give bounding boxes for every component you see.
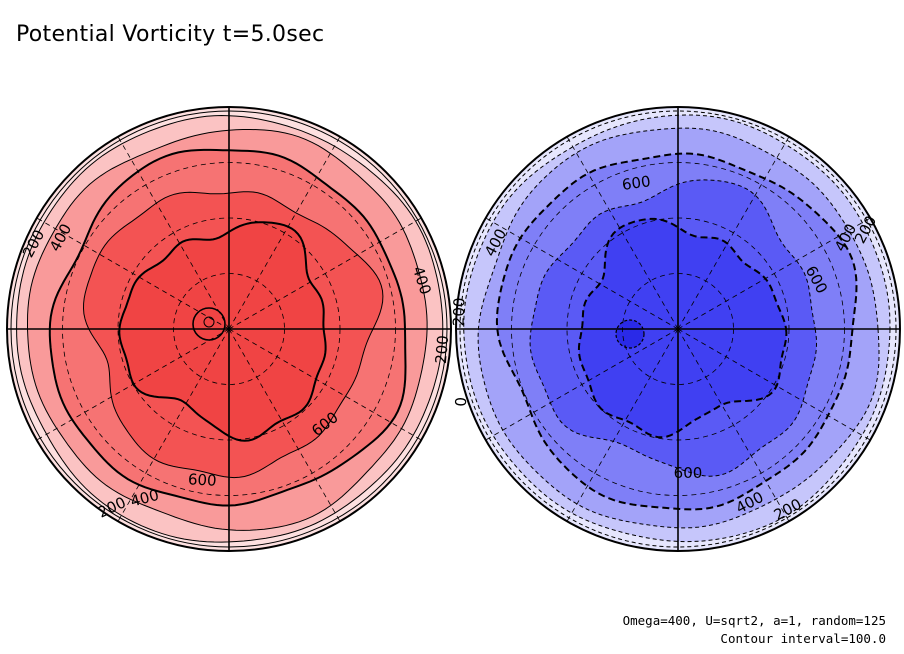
contour-interval-note: Contour interval=100.0 (720, 631, 886, 646)
north-contour-label-5: 600 (187, 470, 217, 489)
north-center-vortex (192, 307, 226, 341)
north-meridian-5 (36, 328, 230, 441)
north-meridian-11 (228, 217, 422, 330)
chart-title: Potential Vorticity t=5.0sec (16, 22, 325, 47)
north-meridian-10 (228, 136, 341, 330)
north-rim-inner (10, 110, 448, 548)
north-meridian-4 (117, 328, 230, 522)
south-contour-5 (577, 217, 788, 439)
south-contour-label-9: 0 (452, 397, 470, 407)
south-meridian-4 (566, 328, 679, 522)
north-meridian-1 (228, 328, 422, 441)
south-meridian-10 (677, 136, 790, 330)
south-contour-label-6: 600 (674, 464, 703, 482)
north-contour-label-2: 200 (432, 335, 452, 365)
south-meridian-2 (677, 328, 790, 522)
south-center-vortex (615, 319, 645, 349)
south-meridian-5 (485, 328, 679, 441)
north-meridian-7 (36, 217, 230, 330)
north-center-core (203, 316, 215, 328)
south-rim-inner (459, 110, 897, 548)
south-contour-label-0: 600 (621, 172, 652, 194)
south-contour-label-5: 200 (450, 297, 469, 326)
south-meridian-8 (566, 136, 679, 330)
north-meridian-2 (228, 328, 341, 522)
south-rim (455, 106, 901, 552)
south-contour-1 (463, 114, 891, 543)
north-meridian-8 (117, 136, 230, 330)
north-rim (6, 106, 452, 552)
south-meridian-7 (485, 217, 679, 330)
south-band-5 (578, 218, 787, 438)
parameters-note: Omega=400, U=sqrt2, a=1, random=125 (622, 613, 886, 628)
south-meridian-1 (677, 328, 871, 441)
south-meridian-11 (677, 217, 871, 330)
